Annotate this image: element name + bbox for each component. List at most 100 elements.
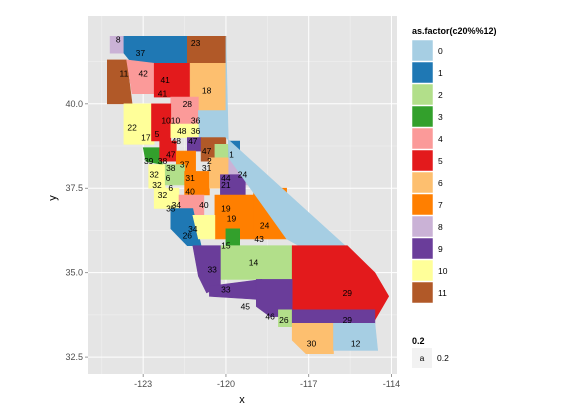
county-label: 33 — [221, 285, 231, 295]
x-tick-label: -120 — [217, 379, 235, 389]
county-label: 32 — [158, 190, 168, 200]
county-label: 8 — [116, 35, 121, 45]
size-legend-key-box — [412, 348, 432, 368]
size-legend: 0.2 a 0.2 — [412, 336, 449, 368]
legend-label: 4 — [438, 134, 443, 144]
county-label: 48 — [177, 126, 187, 136]
size-legend-title: 0.2 — [412, 336, 425, 346]
legend-swatch — [411, 39, 434, 62]
county-label: 47 — [166, 150, 176, 160]
county-label: 17 — [141, 133, 151, 143]
size-legend-label: 0.2 — [437, 353, 449, 363]
county-region — [291, 309, 376, 324]
legend-swatch — [411, 193, 434, 216]
county-label: 22 — [127, 123, 137, 133]
county-label: 44 — [221, 173, 231, 183]
county-label: 42 — [138, 68, 148, 78]
county-label: 39 — [144, 156, 154, 166]
legend-label: 6 — [438, 178, 443, 188]
county-label: 28 — [183, 99, 193, 109]
county-label: 32 — [152, 180, 162, 190]
county-label: 11 — [119, 68, 128, 78]
y-axis-title: y — [47, 195, 59, 201]
county-label: 12 — [351, 339, 361, 349]
county-label: 6 — [168, 183, 173, 193]
legend-swatch — [411, 61, 434, 84]
county-label: 45 — [241, 302, 251, 312]
county-label: 34 — [172, 200, 182, 210]
county-label: 37 — [180, 160, 190, 170]
county-region — [214, 144, 229, 159]
x-axis-ticks: -123 -120 -117 -114 — [134, 374, 400, 389]
legend-label: 7 — [438, 200, 443, 210]
legend-swatch — [411, 105, 434, 128]
legend-label: 9 — [438, 244, 443, 254]
county-label: 38 — [158, 156, 168, 166]
legend-label: 0 — [438, 46, 443, 56]
county-label: 48 — [172, 136, 182, 146]
size-legend-key: a — [420, 353, 425, 363]
county-label: 46 — [265, 312, 275, 322]
county-label: 14 — [249, 258, 259, 268]
county-label: 5 — [155, 129, 160, 139]
county-label: 19 — [221, 204, 231, 214]
legend-swatch — [411, 171, 434, 194]
county-label: 36 — [191, 116, 201, 126]
county-region — [333, 322, 379, 351]
county-label: 40 — [199, 200, 209, 210]
legend-label: 10 — [438, 266, 448, 276]
county-label: 31 — [202, 163, 212, 173]
county-label: 30 — [307, 339, 317, 349]
legend-swatch — [411, 259, 434, 282]
county-label: 47 — [188, 136, 198, 146]
county-label: 32 — [149, 170, 159, 180]
county-region — [291, 322, 334, 355]
legend-swatch — [411, 149, 434, 172]
y-tick-label: 35.0 — [65, 268, 83, 278]
county-label: 21 — [221, 180, 231, 190]
county-label: 2 — [207, 156, 212, 166]
county-label: 6 — [166, 173, 171, 183]
county-region — [123, 103, 155, 145]
county-label: 18 — [202, 85, 212, 95]
county-label: 36 — [191, 126, 201, 136]
legend-label: 2 — [438, 90, 443, 100]
x-tick-label: -117 — [300, 379, 317, 389]
county-label: 37 — [136, 48, 146, 58]
county-label: 33 — [207, 264, 217, 274]
county-label: 23 — [191, 38, 201, 48]
county-region — [198, 110, 227, 138]
county-label: 24 — [260, 220, 270, 230]
county-label: 26 — [279, 315, 289, 325]
county-label: 35 — [166, 204, 176, 214]
x-tick-label: -114 — [383, 379, 400, 389]
x-tick-label: -123 — [134, 379, 152, 389]
legend-swatch — [411, 127, 434, 150]
county-label: 43 — [254, 234, 264, 244]
county-region — [184, 171, 210, 196]
county-label: 29 — [343, 315, 353, 325]
county-region — [192, 215, 216, 240]
y-tick-label: 40.0 — [65, 99, 83, 109]
county-label: 41 — [158, 89, 168, 99]
county-label: 15 — [221, 241, 231, 251]
y-tick-label: 37.5 — [65, 183, 83, 193]
county-label: 1 — [229, 150, 234, 160]
legend-swatch — [411, 237, 434, 260]
county-label: 38 — [166, 163, 176, 173]
legend-label: 1 — [438, 68, 443, 78]
legend-swatch — [411, 281, 434, 304]
legend-label: 8 — [438, 222, 443, 232]
county-label: 41 — [160, 75, 170, 85]
x-axis-title: x — [239, 394, 245, 406]
county-label: 31 — [185, 173, 195, 183]
county-label: 29 — [343, 288, 353, 298]
county-regions — [107, 35, 390, 355]
legend: as.factor(c20%%12) 0 1 2 3 4 5 6 7 8 9 10 11 — [411, 26, 497, 304]
legend-swatch — [411, 215, 434, 238]
y-axis-ticks: 32.5 35.0 37.5 40.0 — [65, 99, 88, 362]
legend-label: 5 — [438, 156, 443, 166]
county-label: 47 — [202, 146, 212, 156]
